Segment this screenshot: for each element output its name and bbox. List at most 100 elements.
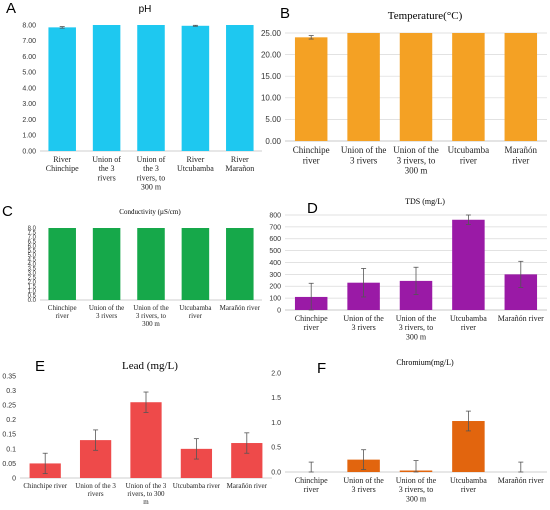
- panel-f-category-label: Utcubamba river: [450, 476, 487, 494]
- panel-e-category-label: Union of the 3 rivers, to 300 m: [126, 482, 167, 506]
- panel-c-ytick-label: 1.0: [28, 289, 37, 295]
- panel-e-lead-chart: E Lead (mg/L) 0 0.05 0.1 0.15 0.2 0.25 0.3 0.35…: [0, 345, 275, 510]
- panel-c-ytick-label: 3.5: [28, 267, 37, 273]
- panel-d-svg: 0 100 200 300 400 500 600 700 800 Chinchipe river U…: [269, 212, 547, 341]
- panel-e-ytick-label: 0.3: [6, 388, 16, 395]
- panel-c-svg: 0.00.51.01.52.02.53.03.54.04.55.05.56.06…: [28, 226, 262, 328]
- panel-a-ytick-label: 0.00: [22, 148, 36, 155]
- panel-d-tds-chart: D TDS (mg/L) 0 100 200 300 400 500 600 700 800 Ch…: [269, 195, 550, 345]
- panel-f-ytick-label: 1.5: [271, 395, 281, 402]
- panel-e-category-label: Union of the 3 rivers: [75, 482, 116, 498]
- panel-f-category-label: Union of the 3 rivers, to 300 m: [396, 476, 437, 503]
- panel-c-ytick-label: 4.5: [28, 258, 37, 264]
- panel-d-ytick-label: 500: [269, 248, 281, 255]
- panel-d-category-label: Utcubamba river: [450, 314, 487, 332]
- panel-a-category-label: River Marañon: [225, 155, 254, 173]
- panel-c-category-label: Union of the 3 rivers, to 300 m: [133, 304, 168, 328]
- panel-b-category-label: Union of the 3 rivers: [341, 145, 387, 165]
- panel-d-category-label: Marañón river: [498, 314, 544, 323]
- panel-c-ytick-label: 6.0: [28, 244, 37, 250]
- panel-c-bar: [226, 228, 254, 300]
- panel-f-category-label: Marañón river: [498, 476, 544, 485]
- panel-b-ytick-label: 10.00: [261, 94, 282, 103]
- panel-a-ytick-label: 5.00: [22, 70, 36, 77]
- panel-c-ytick-label: 3.0: [28, 271, 37, 277]
- panel-e-svg: 0 0.05 0.1 0.15 0.2 0.25 0.3 0.35 Chinchipe rive…: [2, 373, 272, 506]
- panel-b-category-label: Utcubamba river: [448, 145, 489, 165]
- panel-c-ytick-label: 7.5: [28, 231, 37, 237]
- panel-c-bar: [137, 228, 165, 300]
- panel-a-bar: [137, 25, 165, 151]
- panel-f-svg: 0.0 0.5 1.0 1.5 2.0 Chinchipe river Union of th…: [271, 370, 547, 503]
- panel-a-ytick-label: 7.00: [22, 38, 36, 45]
- panel-e-ytick-label: 0.1: [6, 446, 16, 453]
- panel-c-bar: [181, 228, 210, 300]
- panel-a-category-label: River Chinchipe: [46, 155, 79, 173]
- panel-d-ytick-label: 0: [277, 307, 281, 314]
- panel-b-category-label: Union of the 3 rivers, to 300 m: [393, 145, 439, 176]
- panel-e-ytick-label: 0.05: [2, 461, 16, 468]
- panel-f-ytick-label: 0.0: [271, 469, 281, 476]
- panel-b-label: B: [280, 5, 291, 22]
- panel-d-ytick-label: 300: [269, 272, 281, 279]
- panel-b-ytick-label: 20.00: [261, 50, 282, 59]
- panel-b-ytick-label: 0.00: [265, 137, 281, 146]
- panel-e-label: E: [35, 358, 46, 375]
- panel-d-title: TDS (mg/L): [405, 197, 445, 206]
- panel-e-title: Lead (mg/L): [122, 360, 178, 372]
- panel-d-ytick-label: 700: [269, 224, 281, 231]
- panel-c-category-label: Utcubamba river: [179, 304, 212, 320]
- panel-a-ph-chart: A pH 0.00 1.00 2.00 3.00 4.00 5.00 6.00 7.00 8.0…: [0, 0, 265, 195]
- panel-a-category-label: Union of the 3 rivers: [92, 155, 121, 182]
- panel-c-category-label: Marañón river: [220, 304, 261, 312]
- panel-b-bar: [504, 33, 538, 141]
- panel-d-ytick-label: 400: [269, 260, 281, 267]
- panel-c-ytick-label: 1.5: [28, 285, 37, 291]
- panel-a-ytick-label: 1.00: [22, 133, 36, 140]
- panel-b-category-label: Chinchipe river: [293, 145, 330, 165]
- panel-d-bar: [452, 219, 485, 310]
- panel-a-category-label: River Utcubamba: [177, 155, 214, 173]
- panel-a-bar: [226, 25, 254, 151]
- panel-c-ytick-label: 0.0: [28, 298, 37, 304]
- panel-d-category-label: Union of the 3 rivers, to 300 m: [396, 314, 437, 341]
- panel-c-label: C: [2, 203, 13, 220]
- panel-a-svg: 0.00 1.00 2.00 3.00 4.00 5.00 6.00 7.00 8.00 Rive…: [22, 22, 262, 192]
- panel-c-ytick-label: 6.5: [28, 240, 37, 246]
- panel-f-category-label: Union of the 3 rivers: [343, 476, 384, 494]
- panel-b-title: Temperature(°C): [387, 10, 463, 22]
- panel-f-category-label: Chinchipe river: [295, 476, 328, 494]
- panel-b-temperature-chart: B Temperature(°C) 0.00 5.00 10.00 15.00 20.0…: [261, 0, 550, 195]
- panel-c-title: Conductivity (µS/cm): [119, 208, 181, 216]
- panel-a-ytick-label: 2.00: [22, 117, 36, 124]
- panel-f-ytick-label: 1.0: [271, 420, 281, 427]
- panel-e-category-label: Utcubamba river: [173, 482, 221, 490]
- panel-c-conductivity-chart: C Conductivity (µS/cm) 0.0 0.5 1.0 1.5 2.0 2.…: [0, 195, 265, 345]
- panel-c-ytick-label: 2.5: [28, 276, 37, 282]
- panel-a-bar: [181, 25, 210, 152]
- panel-c-ytick-label: 2.0: [28, 280, 37, 286]
- panel-f-ytick-label: 0.5: [271, 445, 281, 452]
- panel-b-bar: [294, 37, 328, 141]
- panel-b-bar: [452, 33, 485, 141]
- panel-c-ytick-label: 4.0: [28, 262, 37, 268]
- panel-f-ytick-label: 2.0: [271, 370, 281, 377]
- panel-e-category-label: Chinchipe river: [23, 482, 67, 490]
- panel-a-ytick-label: 4.00: [22, 85, 36, 92]
- panel-b-svg: 0.00 5.00 10.00 15.00 20.00 25.00 Chinchipe riv…: [261, 29, 547, 176]
- panel-c-ytick-label: 7.0: [28, 235, 37, 241]
- panel-b-ytick-label: 5.00: [265, 115, 281, 124]
- panel-d-label: D: [307, 200, 318, 217]
- panel-a-ytick-label: 3.00: [22, 101, 36, 108]
- panel-a-bar: [48, 27, 76, 151]
- panel-a-bar: [92, 25, 121, 151]
- panel-f-chromium-chart: F Chromium(mg/L) 0.0 0.5 1.0 1.5 2.0 Chinchip…: [271, 345, 550, 510]
- panel-e-ytick-label: 0.35: [2, 373, 16, 380]
- panel-a-title: pH: [138, 4, 152, 15]
- panel-f-title: Chromium(mg/L): [396, 358, 454, 367]
- panel-e-ytick-label: 0.2: [6, 417, 16, 424]
- panel-b-bar: [347, 33, 380, 141]
- panel-d-ytick-label: 800: [269, 212, 281, 219]
- panel-c-bar: [48, 228, 76, 300]
- panel-a-ytick-label: 8.00: [22, 22, 36, 29]
